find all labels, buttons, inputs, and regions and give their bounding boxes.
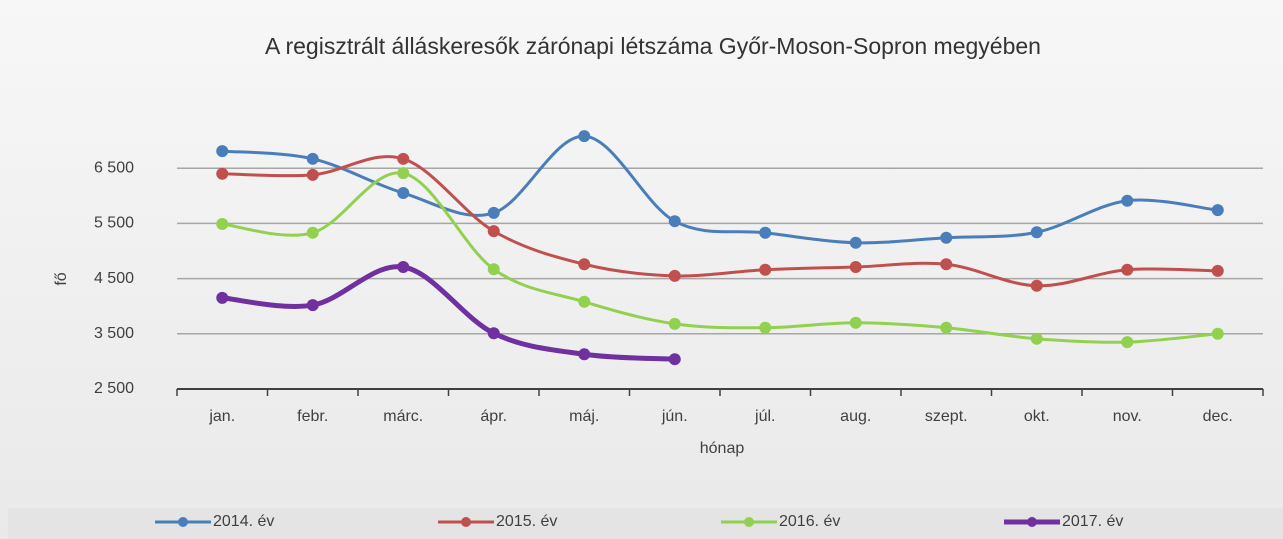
data-point <box>306 168 319 181</box>
series-line <box>222 155 1218 288</box>
legend-label: 2016. év <box>779 513 840 530</box>
x-tick-label: ápr. <box>480 408 507 425</box>
data-point <box>759 321 772 334</box>
y-tick-label: 3 500 <box>94 325 134 342</box>
y-axis-title: fő <box>53 272 70 285</box>
data-point <box>759 263 772 276</box>
data-point <box>1030 279 1043 292</box>
data-point <box>668 353 681 366</box>
data-point <box>849 316 862 329</box>
x-tick-label: júl. <box>754 408 775 425</box>
data-point <box>668 215 681 228</box>
data-point <box>1121 263 1134 276</box>
x-tick-label: dec. <box>1203 408 1233 425</box>
data-point <box>487 327 500 340</box>
data-point <box>940 258 953 271</box>
data-point <box>306 299 319 312</box>
data-point <box>849 236 862 249</box>
data-point <box>216 217 229 230</box>
data-point <box>1211 327 1224 340</box>
x-tick-label: jún. <box>661 408 688 425</box>
series-line <box>222 264 675 362</box>
data-point <box>578 295 591 308</box>
chart-title: A regisztrált álláskeresők zárónapi léts… <box>265 33 1041 59</box>
y-tick-label: 4 500 <box>94 270 134 287</box>
y-tick-label: 6 500 <box>94 159 134 176</box>
data-point <box>1121 336 1134 349</box>
y-tick-label: 5 500 <box>94 215 134 232</box>
data-point <box>487 225 500 238</box>
legend-marker <box>178 517 188 527</box>
data-point <box>397 167 410 180</box>
legend-strip <box>8 508 1283 539</box>
x-tick-label: aug. <box>840 408 871 425</box>
data-point <box>1121 194 1134 207</box>
x-tick-label: máj. <box>569 408 599 425</box>
data-point <box>216 145 229 158</box>
y-tick-label: 2 500 <box>94 380 134 397</box>
data-point <box>578 348 591 361</box>
data-point <box>1030 332 1043 345</box>
x-tick-label: febr. <box>297 408 328 425</box>
legend-marker <box>461 517 471 527</box>
x-tick-label: jan. <box>208 408 235 425</box>
legend-label: 2015. év <box>496 513 557 530</box>
data-point <box>397 261 410 274</box>
data-point <box>306 152 319 165</box>
data-point <box>397 187 410 200</box>
data-point <box>397 152 410 165</box>
data-point <box>668 317 681 330</box>
data-point <box>306 226 319 239</box>
data-point <box>940 231 953 244</box>
data-point <box>1030 226 1043 239</box>
data-point <box>578 258 591 271</box>
data-point <box>668 269 681 282</box>
x-tick-label: márc. <box>383 408 423 425</box>
x-tick-label: szept. <box>925 408 968 425</box>
x-axis-title: hónap <box>700 440 745 457</box>
legend-marker <box>1027 517 1037 527</box>
data-point <box>1211 264 1224 277</box>
data-point <box>216 291 229 304</box>
data-point <box>1211 204 1224 217</box>
data-point <box>487 263 500 276</box>
data-point <box>578 130 591 143</box>
data-point <box>487 206 500 219</box>
data-point <box>216 167 229 180</box>
data-point <box>849 261 862 274</box>
x-tick-label: nov. <box>1113 408 1142 425</box>
data-point <box>759 226 772 239</box>
legend-marker <box>744 517 754 527</box>
legend-label: 2014. év <box>213 513 274 530</box>
x-tick-label: okt. <box>1024 408 1050 425</box>
data-point <box>940 321 953 334</box>
legend-label: 2017. év <box>1062 513 1123 530</box>
